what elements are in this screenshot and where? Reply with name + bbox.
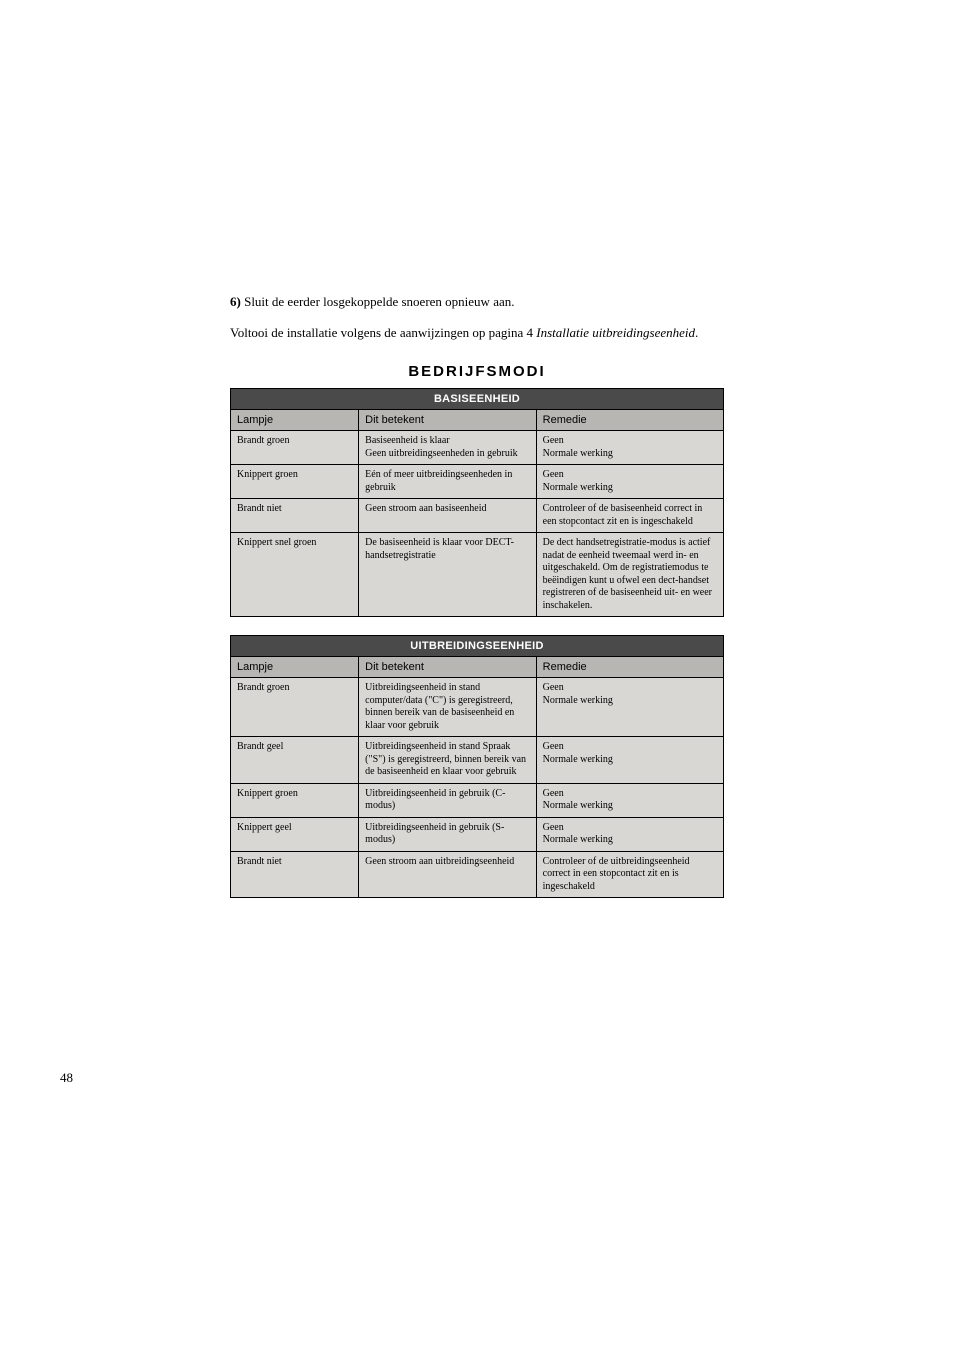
instruction-italic: Installatie uitbreidings­eenheid (536, 325, 695, 340)
step-6-paragraph: 6) Sluit de eerder losgekoppelde snoeren… (230, 293, 724, 311)
uitbreidingseenheid-table: UITBREIDINGSEENHEID Lampje Dit betekent … (230, 635, 724, 898)
table-cell: Brandt groen (231, 431, 359, 465)
table-cell: Geen stroom aan basiseenheid (359, 499, 536, 533)
table-row: Brandt groen Uitbreidingseenheid in stan… (231, 678, 724, 737)
table-row: Knippert groen Eén of meer uitbreidingse… (231, 465, 724, 499)
table-cell: GeenNormale werking (536, 737, 723, 784)
table-cell: Knippert snel groen (231, 533, 359, 617)
table-title-row: UITBREIDINGSEENHEID (231, 636, 724, 657)
table1-header-remedie: Remedie (536, 410, 723, 431)
table-cell: Brandt groen (231, 678, 359, 737)
section-title: BEDRIJFSMODI (230, 363, 724, 380)
table-cell: GeenNormale werking (536, 817, 723, 851)
table-row: Brandt niet Geen stroom aan uitbreiding­… (231, 851, 724, 898)
table-header-row: Lampje Dit betekent Remedie (231, 657, 724, 678)
table-cell: Uitbreidingseenheid in stand computer/da… (359, 678, 536, 737)
table-cell: Brandt niet (231, 851, 359, 898)
table-cell: Controleer of de uitbreidingseenheid cor… (536, 851, 723, 898)
table-cell: GeenNormale werking (536, 783, 723, 817)
table-row: Knippert groen Uitbreidingseenheid in ge… (231, 783, 724, 817)
instruction-paragraph: Voltooi de installatie volgens de aanwij… (230, 324, 724, 342)
instruction-suffix: . (695, 325, 698, 340)
page-container: 6) Sluit de eerder losgekoppelde snoeren… (0, 0, 954, 898)
table-row: Brandt groen Basiseenheid is klaarGeen u… (231, 431, 724, 465)
table-cell: Knippert geel (231, 817, 359, 851)
table-cell: Uitbreidingseenheid in gebruik (S-modus) (359, 817, 536, 851)
step-text: Sluit de eerder losgekoppelde snoeren op… (244, 294, 514, 309)
table-row: Brandt niet Geen stroom aan basiseenheid… (231, 499, 724, 533)
table-cell: Knippert groen (231, 783, 359, 817)
table-cell: Eén of meer uitbreidingseen­heden in geb… (359, 465, 536, 499)
basiseenheid-table: BASISEENHEID Lampje Dit betekent Remedie… (230, 388, 724, 617)
table2-header-lampje: Lampje (231, 657, 359, 678)
table-cell: GeenNormale werking (536, 465, 723, 499)
table-cell: Uitbreidingseenheid in stand Spraak ("S"… (359, 737, 536, 784)
table-cell: GeenNormale werking (536, 431, 723, 465)
table-row: Knippert geel Uitbreidingseenheid in geb… (231, 817, 724, 851)
table-row: Brandt geel Uitbreidingseenheid in stand… (231, 737, 724, 784)
table1-header-betekent: Dit betekent (359, 410, 536, 431)
page-number: 48 (60, 1070, 73, 1086)
table-cell: Geen stroom aan uitbreiding­seenheid (359, 851, 536, 898)
table1-header-lampje: Lampje (231, 410, 359, 431)
table-title-row: BASISEENHEID (231, 389, 724, 410)
table-cell: Brandt niet (231, 499, 359, 533)
table-cell: De dect handsetregistratie-modus is acti… (536, 533, 723, 617)
step-number: 6) (230, 294, 241, 309)
instruction-prefix: Voltooi de installatie volgens de aanwij… (230, 325, 536, 340)
table-row: Knippert snel groen De basiseenheid is k… (231, 533, 724, 617)
table2-header-remedie: Remedie (536, 657, 723, 678)
table-cell: Uitbreidingseenheid in gebruik (C-modus) (359, 783, 536, 817)
table-cell: Knippert groen (231, 465, 359, 499)
table1-title: BASISEENHEID (231, 389, 724, 410)
table-cell: De basiseenheid is klaar voor DECT-hands… (359, 533, 536, 617)
table2-header-betekent: Dit betekent (359, 657, 536, 678)
table-header-row: Lampje Dit betekent Remedie (231, 410, 724, 431)
table-cell: Basiseenheid is klaarGeen uitbreidingsee… (359, 431, 536, 465)
table-cell: Brandt geel (231, 737, 359, 784)
table2-title: UITBREIDINGSEENHEID (231, 636, 724, 657)
table-cell: Controleer of de basiseenheid correct in… (536, 499, 723, 533)
table-cell: GeenNormale werking (536, 678, 723, 737)
